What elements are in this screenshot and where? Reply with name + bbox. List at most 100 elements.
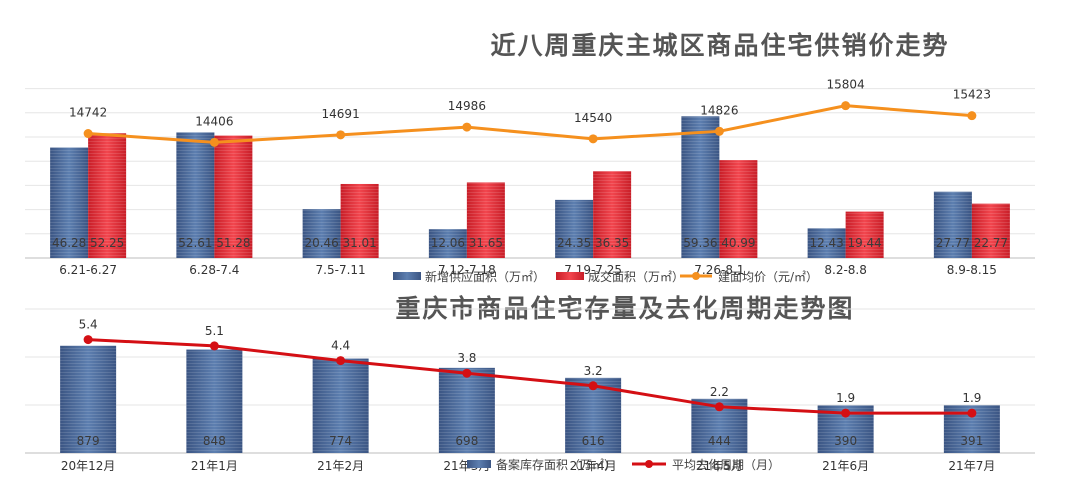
cycle-point [83, 335, 93, 345]
chart2-bars [60, 345, 1000, 453]
label-sales: 31.65 [469, 236, 503, 250]
x-tick-label: 7.5-7.11 [316, 263, 366, 277]
label-cycle: 3.2 [584, 364, 603, 378]
chart1-price-line [83, 101, 977, 147]
bar-sales-texture [88, 133, 127, 258]
label-inventory: 774 [329, 434, 352, 448]
label-inventory: 444 [708, 434, 731, 448]
legend-label-price: 建面均价（元/㎡） [718, 270, 818, 284]
bar-inventory-texture [312, 358, 369, 453]
legend-label-inventory: 备案库存面积（万㎡） [496, 457, 616, 472]
price-point [714, 126, 724, 136]
price-point [336, 130, 346, 140]
label-cycle: 2.2 [710, 385, 729, 399]
cycle-point [209, 341, 219, 351]
x-tick-label: 21年4月 [570, 459, 617, 473]
chart2-legend: 备案库存面积（万㎡） 平均去化周期（月） [467, 457, 780, 472]
bar-supply-texture [681, 116, 720, 258]
label-price: 14691 [322, 107, 360, 121]
bar-sales-texture [845, 211, 884, 258]
x-tick-label: 7.12-7.18 [438, 263, 496, 277]
chart1-x-tick-labels: 6.21-6.27 6.28-7.4 7.5-7.11 7.12-7.18 7.19-7… [59, 263, 997, 277]
bar-sales-texture [719, 160, 758, 258]
bar-supply-texture [50, 147, 89, 258]
legend-label-cycle: 平均去化周期（月） [672, 458, 780, 472]
chart1-title: 近八周重庆主城区商品住宅供销价走势 [490, 31, 949, 60]
label-cycle: 5.1 [205, 324, 224, 338]
cycle-point [841, 408, 851, 418]
label-sales: 31.01 [342, 236, 376, 250]
label-price: 14406 [195, 114, 233, 128]
x-tick-label: 21年7月 [948, 459, 995, 473]
label-sales: 40.99 [721, 236, 755, 250]
bar-supply-texture [176, 132, 215, 258]
chart2-data-labels: 879 848 774 698 616 444 390 391 5.4 5.1 4.4 3.8 3.2 2… [77, 318, 984, 448]
chart2-x-tick-labels: 20年12月 21年1月 21年2月 21年3月 21年4月 21年5月 21年6月 21年7… [61, 459, 995, 473]
label-price: 14826 [700, 103, 738, 117]
legend-swatch-supply [393, 272, 421, 280]
label-supply: 59.36 [683, 236, 717, 250]
price-point [588, 134, 598, 144]
label-inventory: 616 [582, 434, 605, 448]
cycle-point [967, 408, 977, 418]
bar-inventory-texture [438, 367, 495, 453]
label-supply: 27.77 [936, 236, 970, 250]
label-inventory: 391 [960, 434, 983, 448]
bar-inventory-texture [186, 349, 243, 453]
cycle-point [336, 356, 346, 366]
x-tick-label: 21年5月 [696, 459, 743, 473]
legend-marker-cycle [645, 460, 653, 468]
label-supply: 12.43 [809, 236, 843, 250]
legend-label-sales: 成交面积（万㎡） [588, 269, 684, 284]
label-inventory: 848 [203, 434, 226, 448]
x-tick-label: 6.28-7.4 [189, 263, 239, 277]
bar-sales-texture [466, 182, 505, 258]
price-point [967, 111, 977, 121]
bar-supply-texture [302, 209, 341, 258]
cycle-point [588, 381, 598, 391]
label-cycle: 1.9 [836, 391, 855, 405]
bar-sales-texture [340, 183, 379, 258]
label-price: 15804 [827, 78, 865, 92]
legend-swatch-inventory [467, 460, 491, 468]
chart-inventory-cycle: 重庆市商品住宅存量及去化周期走势图 879 848 774 698 616 444 390 3… [25, 294, 1035, 473]
x-tick-label: 8.2-8.8 [824, 263, 867, 277]
cycle-line [88, 338, 972, 415]
bar-sales-texture [593, 171, 632, 258]
bar-sales-texture [971, 203, 1010, 258]
bar-supply-texture [555, 199, 594, 258]
cycle-point [714, 402, 724, 412]
bar-supply-texture [933, 191, 972, 258]
price-point [83, 129, 93, 139]
chart-supply-sales-price: 近八周重庆主城区商品住宅供销价走势 46.28 52.25 52.61 51.28 20… [25, 31, 1035, 284]
label-supply: 46.28 [52, 236, 86, 250]
label-sales: 36.35 [595, 236, 629, 250]
chart1-bars [50, 116, 1010, 258]
legend-swatch-sales [556, 272, 584, 280]
cycle-point [462, 368, 472, 378]
price-point [209, 137, 219, 147]
label-supply: 12.06 [431, 236, 465, 250]
price-line [88, 104, 972, 144]
label-price: 14540 [574, 111, 612, 125]
label-cycle: 4.4 [331, 339, 350, 353]
bar-sales-texture [214, 135, 253, 258]
label-supply: 52.61 [178, 236, 212, 250]
legend-label-supply: 新增供应面积（万㎡） [425, 269, 545, 284]
label-cycle: 1.9 [962, 391, 981, 405]
label-sales: 19.44 [847, 236, 881, 250]
label-supply: 20.46 [304, 236, 338, 250]
label-price: 14986 [448, 99, 486, 113]
legend-marker-price [692, 272, 700, 280]
x-tick-label: 21年1月 [191, 459, 238, 473]
label-supply: 24.35 [557, 236, 591, 250]
label-inventory: 698 [455, 434, 478, 448]
label-price: 14742 [69, 106, 107, 120]
label-sales: 51.28 [216, 236, 250, 250]
x-tick-label: 21年6月 [822, 459, 869, 473]
x-tick-label: 20年12月 [61, 459, 116, 473]
chart1-data-labels: 46.28 52.25 52.61 51.28 20.46 31.01 12.06 31.65… [52, 78, 1008, 250]
bar-inventory-texture [60, 345, 117, 453]
chart1-legend: 新增供应面积（万㎡） 成交面积（万㎡） 建面均价（元/㎡） [393, 269, 818, 284]
